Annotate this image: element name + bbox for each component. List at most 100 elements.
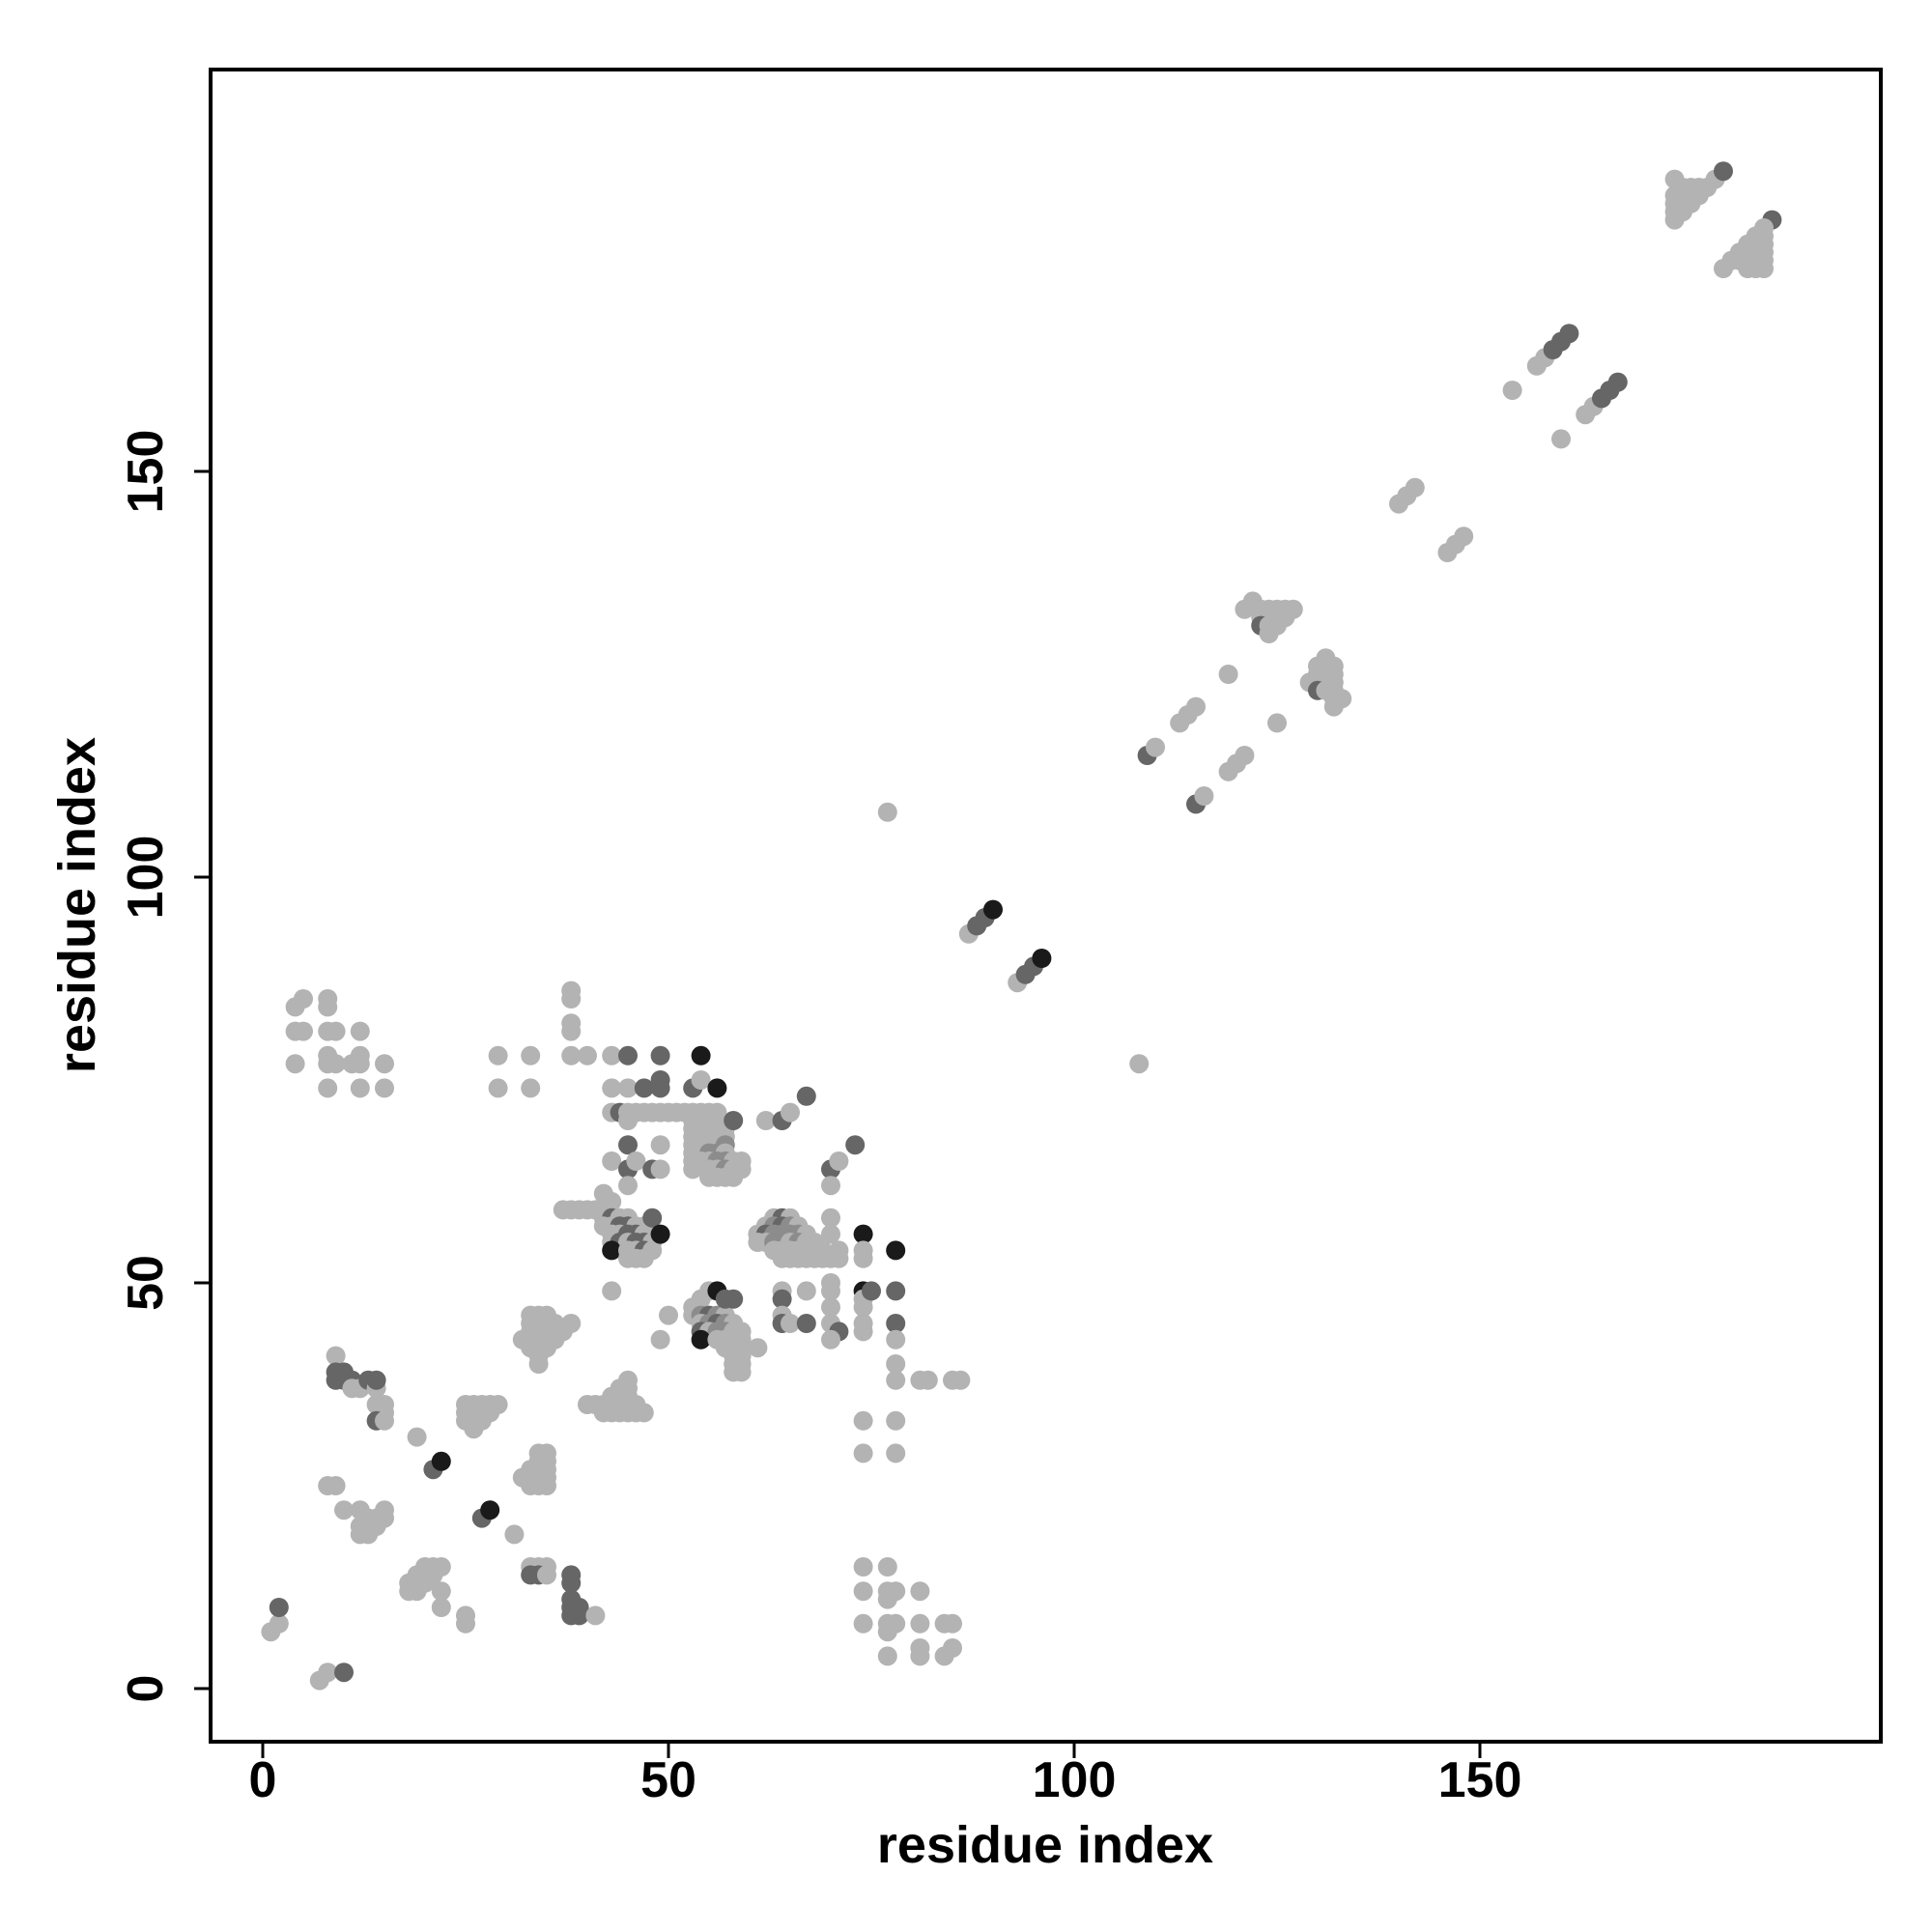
contact-point xyxy=(431,1451,451,1471)
contact-point xyxy=(407,1427,427,1447)
contact-point xyxy=(781,1314,800,1333)
x-axis-title: residue index xyxy=(877,1816,1213,1874)
contact-point xyxy=(528,1354,549,1374)
contact-point xyxy=(585,1605,606,1626)
y-tick-label: 150 xyxy=(118,430,174,514)
contact-point xyxy=(602,1078,622,1098)
x-tick-label: 150 xyxy=(1438,1752,1522,1808)
contact-point xyxy=(853,1297,873,1318)
contact-point xyxy=(877,1589,897,1609)
contact-point xyxy=(334,1500,354,1520)
contact-point xyxy=(602,1151,622,1171)
contact-point xyxy=(853,1557,873,1577)
contact-point xyxy=(375,1500,394,1520)
contact-point xyxy=(1032,949,1052,968)
contact-point xyxy=(642,1208,663,1228)
contact-point xyxy=(464,1419,484,1439)
contact-point xyxy=(755,1111,776,1130)
contact-point xyxy=(853,1613,873,1634)
contact-point xyxy=(845,1135,866,1155)
contact-point xyxy=(1664,210,1685,230)
contact-point xyxy=(877,802,897,822)
y-tick-label: 50 xyxy=(118,1255,174,1311)
contact-point xyxy=(1267,713,1287,733)
contact-point xyxy=(375,1410,394,1431)
contact-point xyxy=(772,1289,792,1309)
contact-point xyxy=(569,1605,589,1626)
contact-point xyxy=(375,1078,394,1098)
contact-point xyxy=(886,1281,906,1301)
contact-point xyxy=(618,1045,638,1065)
contact-point xyxy=(1218,665,1238,684)
contact-point xyxy=(326,1021,346,1041)
contact-point xyxy=(375,1054,394,1074)
y-axis: 0 50 100 150 xyxy=(118,430,211,1703)
contact-point xyxy=(537,1565,556,1585)
contact-point xyxy=(537,1476,556,1495)
contact-point xyxy=(634,1078,654,1098)
contact-point xyxy=(650,1329,670,1350)
contact-point xyxy=(886,1443,906,1463)
y-tick-label: 0 xyxy=(118,1675,174,1703)
contact-point xyxy=(853,1581,873,1602)
contact-point xyxy=(918,1370,938,1390)
contact-point xyxy=(285,1054,305,1074)
contact-point xyxy=(853,1443,873,1463)
contact-point xyxy=(1714,161,1733,182)
contact-point xyxy=(650,1224,670,1244)
contact-point xyxy=(1259,624,1279,643)
contact-point xyxy=(602,1281,622,1301)
contact-point xyxy=(602,1045,622,1065)
contact-point xyxy=(731,1362,752,1382)
contact-point xyxy=(431,1581,451,1602)
contact-point xyxy=(1551,429,1571,449)
contact-point xyxy=(724,1111,744,1130)
contact-point xyxy=(285,997,305,1017)
contact-point xyxy=(707,1078,727,1098)
contact-point xyxy=(407,1581,427,1602)
contact-point xyxy=(853,1321,873,1342)
contact-point xyxy=(821,1208,840,1228)
contact-point xyxy=(781,1102,800,1122)
contact-point xyxy=(294,1021,313,1041)
contact-point xyxy=(1754,259,1774,278)
contact-point xyxy=(650,1159,670,1179)
contact-point xyxy=(910,1646,930,1666)
contact-point xyxy=(521,1078,541,1098)
contact-point xyxy=(269,1613,289,1634)
contact-point xyxy=(561,1021,582,1041)
contact-point xyxy=(862,1281,881,1301)
contact-point xyxy=(480,1500,500,1520)
contact-point xyxy=(578,1045,597,1065)
contact-point xyxy=(796,1314,816,1333)
contact-point xyxy=(350,1021,370,1041)
contact-point xyxy=(561,989,582,1009)
contact-point xyxy=(691,1070,711,1090)
contact-point xyxy=(1405,477,1425,497)
contact-point xyxy=(431,1598,451,1617)
contact-point xyxy=(1146,737,1165,757)
contact-point xyxy=(618,1135,638,1155)
contact-point xyxy=(650,1135,670,1155)
contact-point xyxy=(724,1289,744,1309)
contact-point xyxy=(683,1159,703,1179)
contact-point xyxy=(886,1370,906,1390)
contact-point xyxy=(934,1646,954,1666)
contact-point xyxy=(1607,372,1628,392)
contact-point xyxy=(821,1176,840,1196)
contact-point xyxy=(910,1581,930,1602)
contact-point xyxy=(877,1557,897,1577)
contact-point xyxy=(829,1151,849,1171)
contact-point xyxy=(1235,746,1255,765)
contact-point xyxy=(821,1281,840,1301)
contact-point xyxy=(796,1281,816,1301)
plot-frame xyxy=(209,68,1883,1744)
contact-point xyxy=(951,1370,971,1390)
contact-point xyxy=(724,1167,744,1187)
contact-point xyxy=(1323,696,1344,717)
contact-point xyxy=(326,1054,346,1074)
x-axis: 0 50 100 150 xyxy=(249,1742,1522,1808)
contact-point xyxy=(350,1054,370,1074)
contact-point xyxy=(618,1176,638,1196)
